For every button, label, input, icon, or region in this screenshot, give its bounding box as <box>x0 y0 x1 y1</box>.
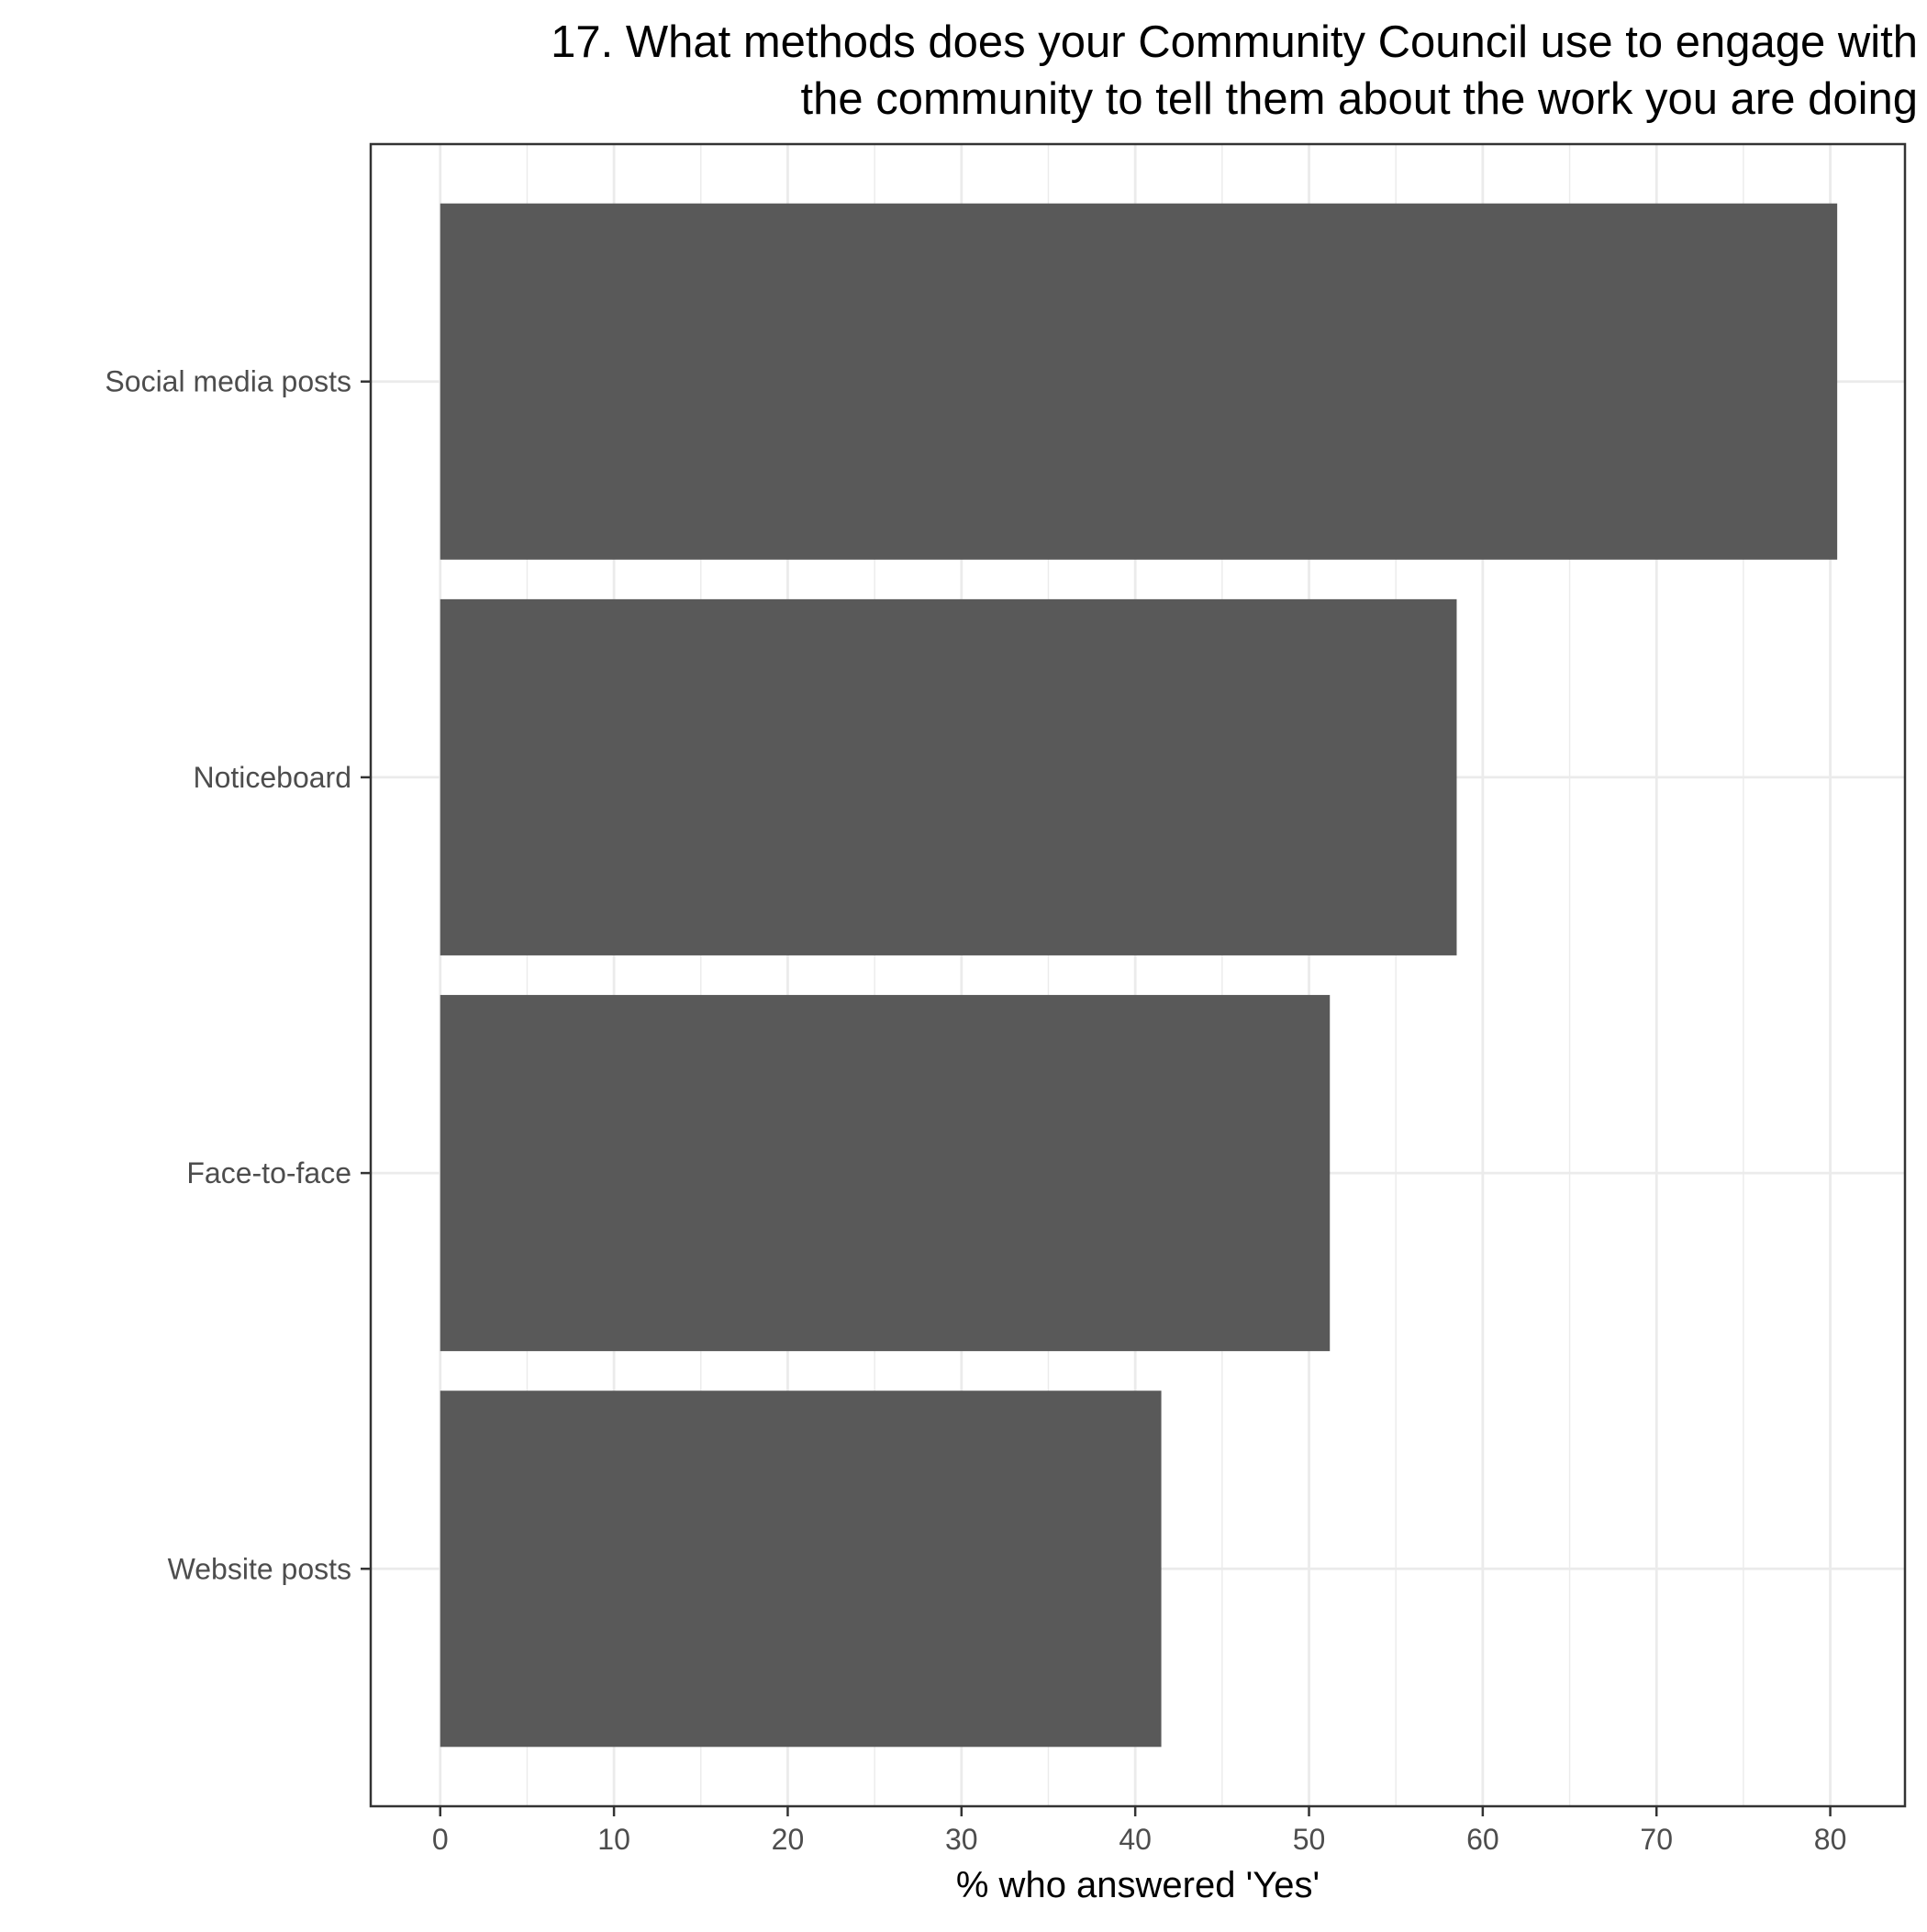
x-tick-label: 0 <box>432 1823 449 1856</box>
bar-website-posts <box>440 1390 1162 1748</box>
x-axis: 0 10 20 30 40 50 60 70 80 <box>432 1806 1847 1856</box>
x-tick-label: 50 <box>1293 1823 1326 1856</box>
bar-social-media-posts <box>440 203 1838 560</box>
x-axis-title: % who answered 'Yes' <box>956 1865 1320 1905</box>
bar-face-to-face <box>440 995 1331 1352</box>
bar-noticeboard <box>440 598 1457 955</box>
x-tick-label: 30 <box>945 1823 978 1856</box>
chart-title: 17. What methods does your Community Cou… <box>551 17 1918 124</box>
x-tick-label: 80 <box>1814 1823 1847 1856</box>
y-tick-label: Social media posts <box>105 365 351 398</box>
panel-border <box>369 142 1907 1808</box>
y-tick-label: Website posts <box>168 1552 351 1585</box>
chart-title-line-1: 17. What methods does your Community Cou… <box>551 17 1918 67</box>
y-axis: Social media posts Noticeboard Face-to-fac… <box>105 365 371 1585</box>
x-tick-label: 70 <box>1640 1823 1673 1856</box>
bars <box>440 203 1838 1748</box>
x-tick-label: 20 <box>772 1823 805 1856</box>
y-tick-label: Noticeboard <box>193 761 351 794</box>
x-tick-label: 40 <box>1119 1823 1152 1856</box>
chart-title-line-2: the community to tell them about the wor… <box>801 74 1919 124</box>
x-tick-label: 60 <box>1466 1823 1499 1856</box>
x-tick-label: 10 <box>597 1823 630 1856</box>
y-tick-label: Face-to-face <box>186 1156 351 1189</box>
